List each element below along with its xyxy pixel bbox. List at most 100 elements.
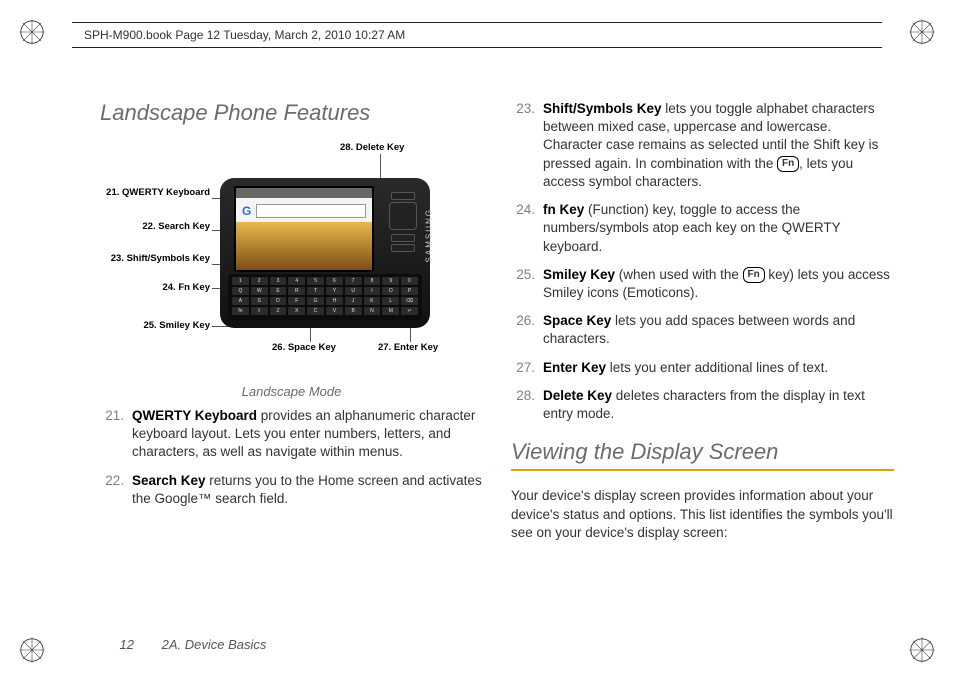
- phone-controls: [386, 190, 420, 270]
- key: 1: [232, 277, 249, 285]
- section-title-viewing: Viewing the Display Screen: [511, 439, 894, 471]
- feature-item: 24. fn Key (Function) key, toggle to acce…: [511, 201, 894, 256]
- item-body: Space Key lets you add spaces between wo…: [543, 312, 894, 348]
- qwerty-keyboard: 1234567890 QWERTYUIOP ASDFGHJKL⌫ fn⇧ZXCV…: [228, 274, 422, 320]
- key: W: [251, 287, 268, 295]
- key: Z: [270, 307, 287, 315]
- key: G: [307, 297, 324, 305]
- key: T: [307, 287, 324, 295]
- fn-badge-icon: Fn: [743, 267, 765, 283]
- diagram-label-27: 27. Enter Key: [378, 342, 438, 353]
- phone-screen: G: [234, 186, 374, 272]
- feature-item: 22. Search Key returns you to the Home sc…: [100, 472, 483, 508]
- key: 7: [345, 277, 362, 285]
- phone-diagram: 28. Delete Key 21. QWERTY Keyboard 22. S…: [100, 138, 483, 378]
- key: 9: [382, 277, 399, 285]
- item-body: Smiley Key (when used with the Fn key) l…: [543, 266, 894, 302]
- key: J: [345, 297, 362, 305]
- key: P: [401, 287, 418, 295]
- dpad-icon: [389, 202, 417, 230]
- key: N: [364, 307, 381, 315]
- feature-item: 21. QWERTY Keyboard provides an alphanume…: [100, 407, 483, 462]
- crop-mark-icon: [18, 18, 46, 46]
- diagram-label-23: 23. Shift/Symbols Key: [100, 254, 210, 264]
- key: 4: [288, 277, 305, 285]
- button-icon: [391, 244, 415, 252]
- crop-mark-icon: [908, 18, 936, 46]
- key: R: [288, 287, 305, 295]
- print-header-text: SPH-M900.book Page 12 Tuesday, March 2, …: [84, 28, 405, 42]
- feature-item: 28. Delete Key deletes characters from th…: [511, 387, 894, 423]
- key: S: [251, 297, 268, 305]
- key: O: [382, 287, 399, 295]
- diagram-label-28: 28. Delete Key: [340, 142, 404, 153]
- key: ↵: [401, 307, 418, 315]
- key: fn: [232, 307, 249, 315]
- key: 0: [401, 277, 418, 285]
- key: Y: [326, 287, 343, 295]
- status-bar: [236, 188, 372, 198]
- key: ⇧: [251, 307, 268, 315]
- item-body: Shift/Symbols Key lets you toggle alphab…: [543, 100, 894, 191]
- item-body: QWERTY Keyboard provides an alphanumeric…: [132, 407, 483, 462]
- feature-item: 26. Space Key lets you add spaces between…: [511, 312, 894, 348]
- key: ⌫: [401, 297, 418, 305]
- button-icon: [391, 234, 415, 242]
- print-header: SPH-M900.book Page 12 Tuesday, March 2, …: [72, 22, 882, 48]
- item-number: 23.: [511, 100, 535, 191]
- crop-mark-icon: [18, 636, 46, 664]
- feature-item: 23. Shift/Symbols Key lets you toggle alp…: [511, 100, 894, 191]
- item-body: Enter Key lets you enter additional line…: [543, 359, 894, 377]
- item-number: 25.: [511, 266, 535, 302]
- section-title-landscape: Landscape Phone Features: [100, 100, 483, 126]
- key: M: [382, 307, 399, 315]
- key: 5: [307, 277, 324, 285]
- key: H: [326, 297, 343, 305]
- brand-label: SAMSUNG: [424, 208, 433, 262]
- key: F: [288, 297, 305, 305]
- item-number: 21.: [100, 407, 124, 462]
- key: 2: [251, 277, 268, 285]
- feature-item: 25. Smiley Key (when used with the Fn key…: [511, 266, 894, 302]
- search-box: [256, 204, 366, 218]
- key: 8: [364, 277, 381, 285]
- key: U: [345, 287, 362, 295]
- key: D: [270, 297, 287, 305]
- diagram-caption: Landscape Mode: [100, 384, 483, 399]
- wallpaper: [236, 222, 372, 270]
- item-number: 24.: [511, 201, 535, 256]
- item-number: 27.: [511, 359, 535, 377]
- feature-item: 27. Enter Key lets you enter additional l…: [511, 359, 894, 377]
- page-footer: 12 2A. Device Basics: [100, 637, 266, 652]
- chapter-label: 2A. Device Basics: [162, 637, 267, 652]
- phone-illustration: G SAMSUNG 1234567890 QWERTYUIOP ASDFGHJK…: [220, 178, 430, 328]
- page-number: 12: [100, 637, 134, 652]
- key: 3: [270, 277, 287, 285]
- key: A: [232, 297, 249, 305]
- feature-list-left: 21. QWERTY Keyboard provides an alphanume…: [100, 407, 483, 518]
- key: I: [364, 287, 381, 295]
- item-number: 28.: [511, 387, 535, 423]
- key: V: [326, 307, 343, 315]
- key: B: [345, 307, 362, 315]
- item-body: Search Key returns you to the Home scree…: [132, 472, 483, 508]
- left-column: Landscape Phone Features 28. Delete Key …: [100, 100, 483, 622]
- key: X: [288, 307, 305, 315]
- diagram-label-21: 21. QWERTY Keyboard: [100, 188, 210, 198]
- item-body: Delete Key deletes characters from the d…: [543, 387, 894, 423]
- diagram-label-24: 24. Fn Key: [100, 282, 210, 293]
- key: C: [307, 307, 324, 315]
- diagram-label-25: 25. Smiley Key: [100, 320, 210, 331]
- key: Q: [232, 287, 249, 295]
- key: 6: [326, 277, 343, 285]
- right-column: 23. Shift/Symbols Key lets you toggle alp…: [511, 100, 894, 622]
- fn-badge-icon: Fn: [777, 156, 799, 172]
- google-icon: G: [242, 204, 251, 218]
- item-number: 26.: [511, 312, 535, 348]
- diagram-label-22: 22. Search Key: [100, 222, 210, 232]
- key: K: [364, 297, 381, 305]
- key: L: [382, 297, 399, 305]
- item-number: 22.: [100, 472, 124, 508]
- crop-mark-icon: [908, 636, 936, 664]
- item-body: fn Key (Function) key, toggle to access …: [543, 201, 894, 256]
